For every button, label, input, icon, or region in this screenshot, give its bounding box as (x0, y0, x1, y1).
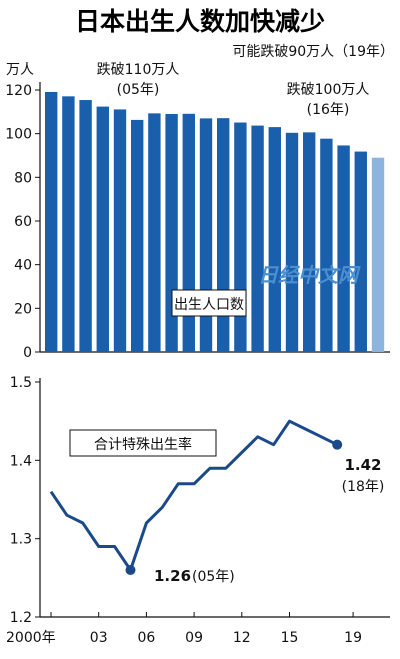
fertility-rate-line-chart: 1.2 1.3 1.4 1.5 2000年 03 06 09 12 15 19 合计特殊出生率 1.26… (6, 375, 390, 646)
bar-2001 (62, 96, 75, 352)
line-x-tick-label: 03 (90, 630, 108, 646)
bar-2014 (285, 132, 299, 352)
line-y-tick-label: 1.3 (10, 532, 32, 548)
annotation-below-90: 可能跌破90万人（19年） (232, 44, 394, 60)
annotation-2018-note: (18年) (342, 479, 385, 495)
bar-series-label-box (171, 289, 247, 317)
line-x-tick-label: 12 (233, 630, 251, 646)
line-y-tick-label: 1.5 (10, 375, 32, 391)
bar-2012 (251, 125, 264, 352)
annotation-2005-note: (05年) (192, 569, 235, 585)
bar-series-label: 出生人口数 (174, 297, 244, 313)
line-x-tick-label: 19 (344, 630, 362, 646)
line-x-tick-label: 09 (185, 630, 203, 646)
bar-y-tick-label: 80 (14, 170, 32, 186)
annotation-2005-value: 1.26 (154, 567, 191, 585)
bar-2013 (268, 127, 281, 352)
bar-2006 (148, 113, 161, 352)
line-x-tick-label: 2000年 (6, 630, 56, 646)
bar-y-tick-label: 0 (23, 345, 32, 361)
annotation-below-110-line2: (05年) (117, 82, 160, 98)
annotation-below-100-line2: (16年) (307, 102, 350, 118)
line-x-tick-label: 06 (137, 630, 155, 646)
bar-2005 (131, 119, 144, 352)
bar-y-tick-label: 40 (14, 258, 32, 274)
bar-y-tick-label: 60 (14, 214, 32, 230)
bar-y-unit: 万人 (6, 62, 34, 78)
point-2018 (332, 439, 343, 450)
watermark-logo: 日经中文网 (258, 263, 361, 287)
annotation-below-100-line1: 跌破100万人 (287, 82, 370, 98)
bar-2019 (371, 157, 385, 352)
bar-2018 (354, 151, 367, 352)
births-bar-chart: 万人 0 20 40 60 80 100 120 出生人口数 跌破110万人 (05年) 可能跌破90… (5, 44, 394, 361)
bar-2015 (303, 132, 316, 352)
bar-2016 (320, 138, 333, 352)
bar-2003 (96, 106, 109, 353)
bar-2017 (337, 145, 350, 352)
bar-2004 (113, 109, 127, 352)
bar-2010 (217, 118, 230, 352)
point-2005 (125, 565, 136, 575)
bar-2011 (234, 122, 247, 352)
bar-y-tick-label: 100 (5, 127, 32, 143)
annotation-below-110-line1: 跌破110万人 (97, 62, 180, 78)
bar-2002 (79, 100, 92, 352)
bar-2009 (199, 118, 213, 352)
line-x-tick-label: 15 (281, 630, 299, 646)
line-y-tick-label: 1.2 (10, 610, 32, 626)
bar-2000 (45, 91, 58, 352)
chart-title: 日本出生人数加快减少 (75, 7, 325, 36)
annotation-2018-value: 1.42 (344, 456, 381, 474)
bar-y-tick-label: 20 (14, 301, 32, 317)
line-y-tick-label: 1.4 (10, 453, 32, 469)
bar-y-tick-label: 120 (5, 83, 32, 99)
fertility-rate-line (49, 419, 338, 572)
line-series-label: 合计特殊出生率 (94, 436, 192, 453)
line-series-label-box (69, 429, 217, 457)
